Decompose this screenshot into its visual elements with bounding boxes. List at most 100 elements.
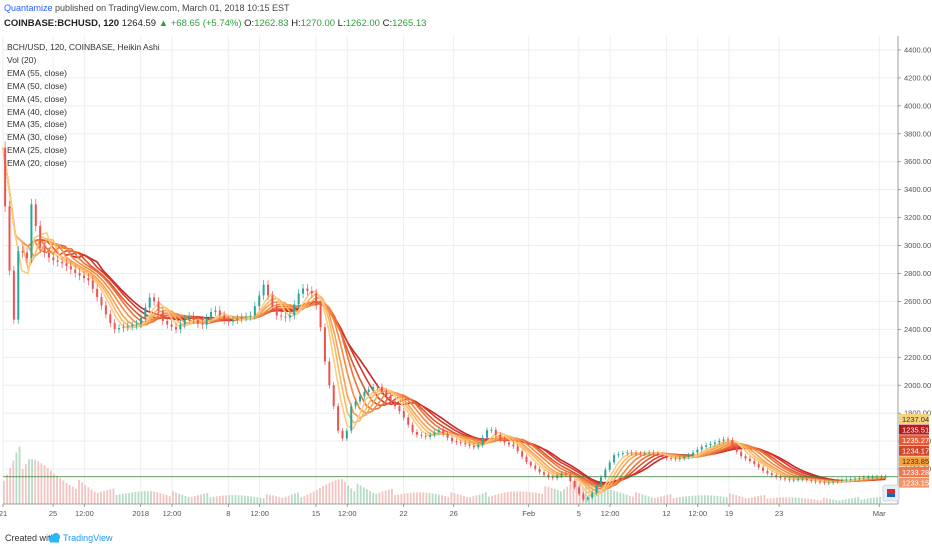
volume-bar bbox=[356, 483, 359, 504]
volume-bar bbox=[804, 498, 806, 504]
legend-ema-55[interactable]: EMA (55, close) bbox=[7, 67, 67, 78]
author-link[interactable]: Quantamize bbox=[4, 3, 53, 13]
volume-bar bbox=[146, 491, 149, 504]
candle-body bbox=[201, 323, 204, 325]
volume-bar bbox=[362, 487, 365, 504]
volume-bar bbox=[816, 499, 819, 504]
volume-bar bbox=[810, 499, 813, 504]
volume-bar bbox=[685, 496, 688, 504]
volume-bar bbox=[322, 486, 324, 504]
candle-body bbox=[139, 317, 142, 325]
tradingview-brand-link[interactable]: TradingView bbox=[63, 533, 113, 543]
volume-bar bbox=[378, 492, 381, 504]
candle-body bbox=[345, 430, 348, 439]
volume-bar bbox=[650, 497, 653, 504]
candle-body bbox=[104, 305, 107, 315]
volume-bar bbox=[412, 492, 415, 504]
candle-body bbox=[144, 307, 147, 318]
volume-bar bbox=[422, 492, 425, 504]
volume-bar bbox=[879, 496, 882, 504]
candle-body bbox=[100, 297, 103, 306]
candle-body bbox=[854, 478, 857, 480]
volume-bar bbox=[847, 498, 850, 504]
volume-bar bbox=[854, 497, 856, 504]
volume-bar bbox=[15, 452, 18, 504]
volume-bar bbox=[84, 484, 87, 504]
y-tick-label: 2200.00 bbox=[904, 353, 931, 362]
volume-bar bbox=[118, 494, 121, 504]
candle-body bbox=[179, 324, 182, 330]
volume-bar bbox=[150, 491, 152, 504]
legend-ema-30[interactable]: EMA (30, close) bbox=[7, 132, 67, 143]
volume-bar bbox=[243, 495, 246, 504]
volume-bar bbox=[168, 496, 171, 504]
volume-bar bbox=[813, 499, 816, 504]
volume-bar bbox=[400, 494, 403, 504]
legend-volume[interactable]: Vol (20) bbox=[7, 54, 37, 65]
volume-bar bbox=[81, 482, 84, 504]
candle-body bbox=[735, 445, 738, 452]
volume-bar bbox=[800, 498, 803, 504]
legend-ema-40[interactable]: EMA (40, close) bbox=[7, 106, 67, 117]
volume-bar bbox=[666, 494, 669, 504]
volume-bar bbox=[694, 495, 697, 504]
candle-body bbox=[661, 455, 664, 458]
volume-bar bbox=[575, 478, 578, 504]
candle-body bbox=[293, 304, 296, 316]
price-candles bbox=[4, 141, 887, 502]
open-label: O: bbox=[244, 18, 255, 29]
candle-body bbox=[845, 479, 848, 481]
volume-bar bbox=[359, 485, 362, 504]
y-tick-label: 4400.00 bbox=[904, 45, 931, 54]
candle-body bbox=[284, 316, 287, 318]
candle-body bbox=[39, 225, 42, 248]
candle-body bbox=[639, 453, 642, 455]
x-tick-label: 12:00 bbox=[601, 509, 620, 518]
volume-bar bbox=[237, 495, 240, 504]
candle-body bbox=[836, 480, 839, 482]
time-axis[interactable]: 21 25 12:00 2018 12:00 8 12:00 15 12:00 22 26 Feb 5 1… bbox=[0, 504, 886, 518]
x-tick-label: 12:00 bbox=[688, 509, 707, 518]
x-tick-label: 25 bbox=[49, 509, 57, 518]
candle-body bbox=[398, 406, 401, 412]
symbol-name: COINBASE:BCHUSD, 120 bbox=[4, 18, 120, 29]
legend-ema-50[interactable]: EMA (50, close) bbox=[7, 80, 67, 91]
candle-body bbox=[380, 386, 383, 392]
volume-bar bbox=[250, 496, 253, 504]
candle-body bbox=[507, 442, 510, 445]
volume-bar bbox=[34, 459, 37, 504]
volume-bar bbox=[453, 493, 456, 504]
volume-bar bbox=[222, 495, 224, 504]
volume-bar bbox=[522, 491, 525, 504]
price-chart[interactable]: 1400.001600.001800.002000.002200.002400.… bbox=[0, 34, 932, 528]
candle-body bbox=[635, 452, 638, 454]
legend-ema-35[interactable]: EMA (35, close) bbox=[7, 119, 67, 130]
volume-bar bbox=[18, 446, 21, 504]
candle-body bbox=[494, 429, 497, 435]
volume-bar bbox=[406, 493, 409, 504]
candle-body bbox=[503, 439, 506, 443]
open-value: 1262.83 bbox=[254, 18, 289, 29]
legend-ema-20[interactable]: EMA (20, close) bbox=[7, 158, 67, 169]
volume-bar bbox=[525, 491, 528, 504]
candle-body bbox=[862, 477, 865, 479]
volume-bar bbox=[700, 495, 703, 504]
legend-ema-25[interactable]: EMA (25, close) bbox=[7, 145, 67, 156]
x-tick-label: 21 bbox=[0, 509, 7, 518]
volume-bar bbox=[109, 489, 112, 504]
volume-bar bbox=[619, 492, 622, 504]
volume-bar bbox=[381, 491, 384, 504]
volume-histogram bbox=[3, 446, 882, 504]
legend-ema-45[interactable]: EMA (45, close) bbox=[7, 93, 67, 104]
volume-bar bbox=[829, 498, 831, 504]
legend-title[interactable]: BCH/USD, 120, COINBASE, Heikin Ashi bbox=[7, 42, 160, 52]
flag-icon[interactable] bbox=[882, 484, 900, 502]
volume-bar bbox=[478, 494, 481, 504]
candle-body bbox=[770, 473, 773, 476]
volume-bar bbox=[203, 493, 206, 504]
volume-bar bbox=[688, 496, 691, 504]
volume-bar bbox=[28, 459, 30, 504]
volume-bar bbox=[835, 499, 838, 504]
volume-bar bbox=[876, 497, 878, 504]
volume-bar bbox=[331, 481, 334, 504]
